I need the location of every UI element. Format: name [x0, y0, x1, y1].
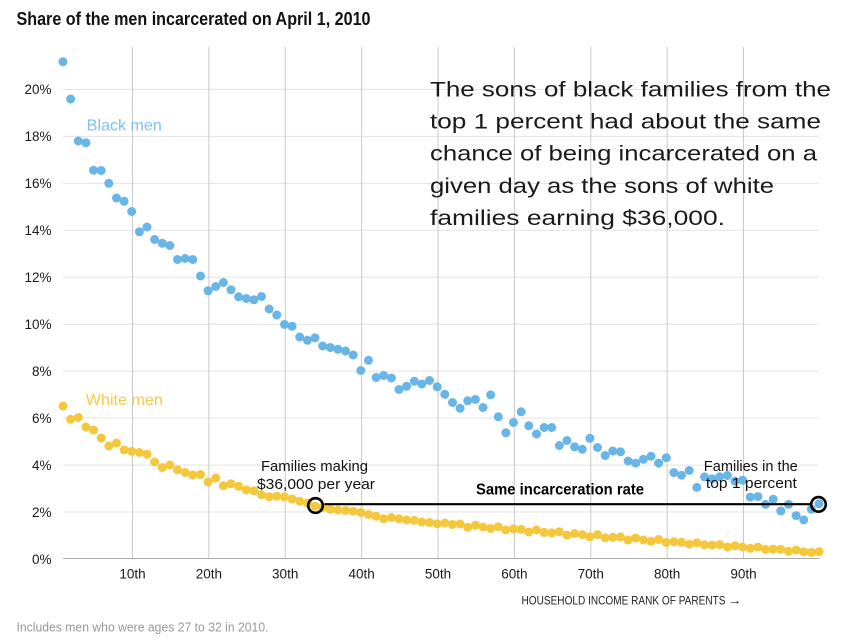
svg-text:Share of the men incarcerated: Share of the men incarcerated on April 1…: [17, 9, 371, 29]
svg-text:40th: 40th: [348, 567, 374, 582]
svg-text:families earning $36,000.: families earning $36,000.: [430, 206, 725, 230]
svg-text:60th: 60th: [501, 567, 527, 582]
svg-text:$36,000 per year: $36,000 per year: [257, 476, 375, 493]
svg-text:given day as the sons of white: given day as the sons of white: [430, 174, 774, 198]
svg-text:50th: 50th: [425, 567, 451, 582]
svg-text:10th: 10th: [119, 567, 145, 582]
svg-text:90th: 90th: [730, 567, 756, 582]
svg-text:4%: 4%: [32, 458, 52, 473]
svg-text:70th: 70th: [578, 567, 604, 582]
svg-text:30th: 30th: [272, 567, 298, 582]
svg-text:Same incarceration rate: Same incarceration rate: [476, 482, 644, 499]
svg-text:top 1 percent: top 1 percent: [706, 475, 798, 492]
svg-text:Black men: Black men: [87, 118, 162, 135]
svg-text:18%: 18%: [24, 129, 51, 144]
svg-text:20th: 20th: [196, 567, 222, 582]
svg-text:HOUSEHOLD INCOME RANK OF PAREN: HOUSEHOLD INCOME RANK OF PARENTS: [522, 595, 726, 607]
svg-text:2%: 2%: [32, 505, 52, 520]
svg-text:Families in the: Families in the: [704, 458, 798, 475]
svg-text:top 1 percent had about the sa: top 1 percent had about the same: [430, 110, 821, 134]
svg-text:80th: 80th: [654, 567, 680, 582]
svg-text:chance of being incarcerated o: chance of being incarcerated on a: [430, 142, 817, 166]
svg-text:→: →: [729, 593, 742, 608]
svg-text:Families making: Families making: [261, 458, 368, 475]
svg-text:6%: 6%: [32, 411, 52, 426]
svg-text:8%: 8%: [32, 364, 52, 379]
svg-text:10%: 10%: [24, 317, 51, 332]
svg-text:12%: 12%: [24, 270, 51, 285]
svg-text:16%: 16%: [24, 176, 51, 191]
svg-text:14%: 14%: [24, 223, 51, 238]
svg-text:The sons of black families fro: The sons of black families from the: [430, 78, 831, 102]
svg-text:20%: 20%: [24, 82, 51, 97]
svg-text:Includes men who were ages 27: Includes men who were ages 27 to 32 in 2…: [17, 620, 269, 635]
svg-text:0%: 0%: [32, 552, 52, 567]
svg-text:White men: White men: [86, 392, 163, 409]
